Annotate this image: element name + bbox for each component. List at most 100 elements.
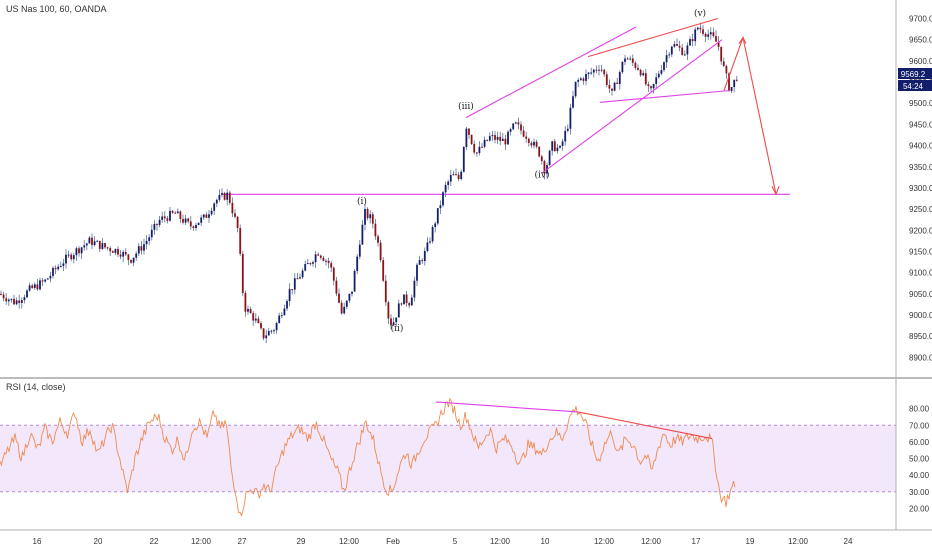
candle-body [44,279,47,282]
candle-body [340,302,343,314]
candle-body [644,73,647,85]
candle-body [556,147,559,152]
time-tick-label: 12:00 [339,537,360,546]
candle-body [561,141,564,146]
candle-body [5,298,8,302]
candle-body [730,87,733,91]
chart-title: US Nas 100, 60, OANDA [6,4,107,14]
candle-body [26,290,28,298]
candle-body [574,81,577,97]
candle-body [88,237,91,244]
candle-body [403,294,405,305]
candle-body [150,229,153,238]
price-tick-label: 9350.0 [909,163,932,172]
wave-labels: (i) (ii) (iii) (iv) (v) [357,8,706,334]
candle-body [618,72,621,85]
price-axis[interactable]: 9700.09650.09600.09550.09500.09450.09400… [895,0,932,530]
projection-arrow-head [771,186,780,196]
price-tick-label: 9250.0 [909,205,932,214]
rsi-axis[interactable]: 80.00 70.00 60.00 50.00 40.00 30.00 20.00 [909,405,930,514]
candle-body [291,289,294,291]
candle-body [408,303,411,306]
candle-body [241,253,244,293]
candle-body [483,139,486,147]
candle-body [345,300,348,307]
candle-body [499,136,502,141]
candle-body [527,138,530,143]
candle-body [577,79,580,82]
candle-body [491,135,494,137]
candle-body [478,146,481,153]
candle-body [356,256,359,272]
candle-body [678,45,681,48]
candle-body [343,306,346,314]
price-tick-label: 9100.0 [909,269,932,278]
candle-body [434,223,437,227]
candle-body [260,323,262,329]
rsi-band [0,425,896,492]
rsi-pane[interactable]: RSI (14, close) [0,377,932,517]
candle-body [140,246,143,251]
rsi-tick-label: 70.00 [909,421,930,430]
candle-body [59,265,62,267]
candle-body [338,293,340,303]
price-pane[interactable]: (i) (ii) (iii) (iv) (v) US Nas 100, 60, OAND… [0,0,896,377]
candle-body [410,297,413,306]
price-tick-label: 9000.0 [909,311,932,320]
price-tick-label: 9400.0 [909,142,932,151]
candle-body [465,128,468,147]
rsi-divergence [435,401,713,440]
price-tick-label: 9300.0 [909,184,932,193]
candle-body [187,218,190,222]
candle-body [520,124,522,131]
candle-body [39,280,41,290]
rsi-ticks: 80.00 70.00 60.00 50.00 40.00 30.00 20.00 [909,405,930,514]
candle-body [538,146,541,157]
candle-body [312,262,314,264]
candle-body [314,254,317,263]
candle-body [36,284,39,290]
candle-body [252,313,255,321]
candle-body [426,242,429,251]
candle-body [634,62,637,68]
candle-body [452,174,455,176]
candle-body [174,212,177,214]
candle-body [319,255,322,258]
trend-line [599,89,731,103]
candle-body [473,144,476,153]
candle-body [85,243,88,246]
time-tick-label: 20 [94,537,103,546]
candle-body [15,300,18,305]
candle-body [587,72,590,75]
candle-body [353,271,356,292]
candle-body [611,88,613,91]
candle-body [257,318,260,324]
candle-body [262,328,265,339]
candle-body [226,192,229,200]
candle-body [457,174,460,180]
candle-body [379,242,382,261]
candle-body [309,263,312,265]
time-tick-label: 22 [150,537,159,546]
candle-body [18,300,21,303]
candle-body [322,257,325,261]
candle-body [501,138,504,141]
candle-body [135,253,138,258]
candle-body [348,293,351,301]
time-tick-label: 10 [541,537,550,546]
price-tick-label: 9200.0 [909,226,932,235]
price-ticks: 9700.09650.09600.09550.09500.09450.09400… [909,14,932,362]
candle-body [332,267,335,281]
time-axis[interactable]: 16 20 22 12:00 27 29 12:00 Feb 5 12:00 10 12:00 12:0… [0,529,932,546]
candle-body [517,122,520,125]
candle-body [2,294,5,299]
candle-body [481,146,483,148]
candle-body [109,248,112,252]
candle-body [455,174,457,176]
candle-body [283,308,286,316]
trend-line [541,39,723,174]
rsi-tick-label: 60.00 [909,438,930,447]
candle-body [184,218,187,223]
candle-body [369,214,372,219]
time-ticks: 16 20 22 12:00 27 29 12:00 Feb 5 12:00 10 12:00 12:0… [33,537,853,546]
